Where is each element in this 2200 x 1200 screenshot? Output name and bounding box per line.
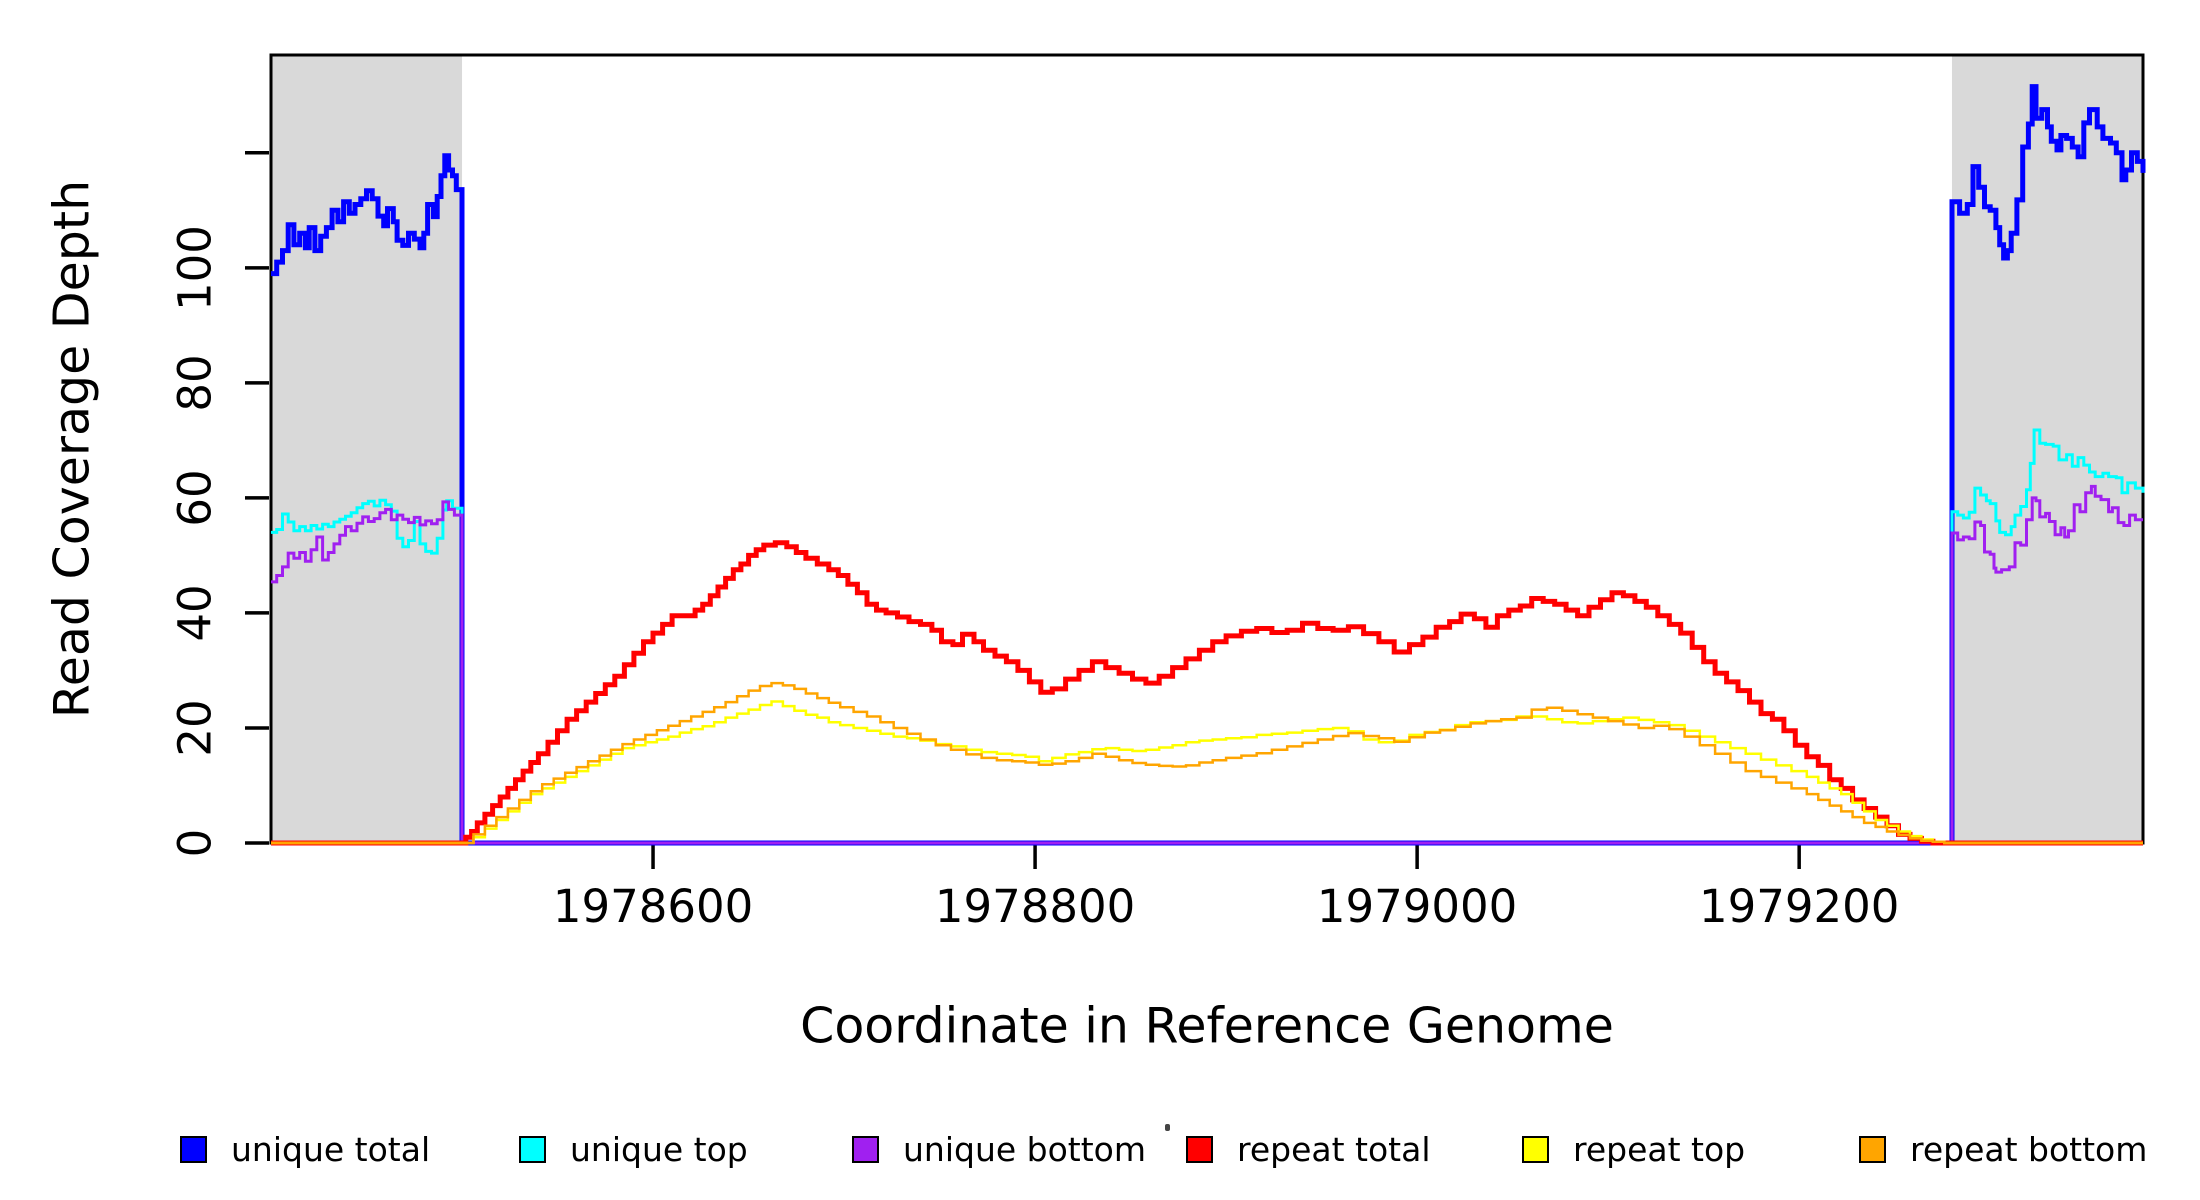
legend-swatch-repeat-total — [1186, 1135, 1213, 1163]
series-repeat-top-line — [271, 700, 2143, 845]
x-tick-label-1979200: 1979200 — [1698, 880, 1900, 933]
x-tick-label-1979000: 1979000 — [1316, 880, 1518, 933]
x-axis-title: Coordinate in Reference Genome — [800, 997, 1614, 1055]
legend-label: repeat bottom — [1910, 1129, 2148, 1169]
legend-label: unique bottom — [903, 1129, 1147, 1169]
legend-swatch-unique-bottom — [852, 1135, 879, 1163]
x-tick-label-1978600: 1978600 — [552, 880, 754, 933]
legend-item-unique-bottom: unique bottom — [852, 1130, 1146, 1169]
series-repeat-bottom-line — [271, 681, 2143, 845]
legend-item-repeat-bottom: repeat bottom — [1859, 1130, 2147, 1169]
legend-label: repeat top — [1573, 1129, 1746, 1169]
legend-label: unique total — [231, 1129, 431, 1169]
legend-item-unique-top: unique top — [519, 1130, 748, 1169]
series-unique-bottom-line — [271, 484, 2143, 845]
legend-item-unique-total: unique total — [180, 1130, 430, 1169]
series-unique-total-line — [271, 84, 2146, 846]
stray-dot-artifact — [1165, 1124, 1170, 1131]
legend-label: repeat total — [1237, 1129, 1431, 1169]
legend-swatch-unique-top — [519, 1135, 546, 1163]
legend-swatch-unique-total — [180, 1135, 207, 1163]
series-repeat-total-line — [271, 540, 2143, 846]
legend-item-repeat-total: repeat total — [1186, 1130, 1431, 1169]
shaded-region-left-unique-flank — [271, 55, 463, 843]
legend-label: unique top — [570, 1129, 748, 1169]
legend-swatch-repeat-top — [1522, 1135, 1549, 1163]
legend-item-repeat-top: repeat top — [1522, 1130, 1745, 1169]
x-tick-label-1978800: 1978800 — [934, 880, 1136, 933]
legend-swatch-repeat-bottom — [1859, 1135, 1886, 1163]
